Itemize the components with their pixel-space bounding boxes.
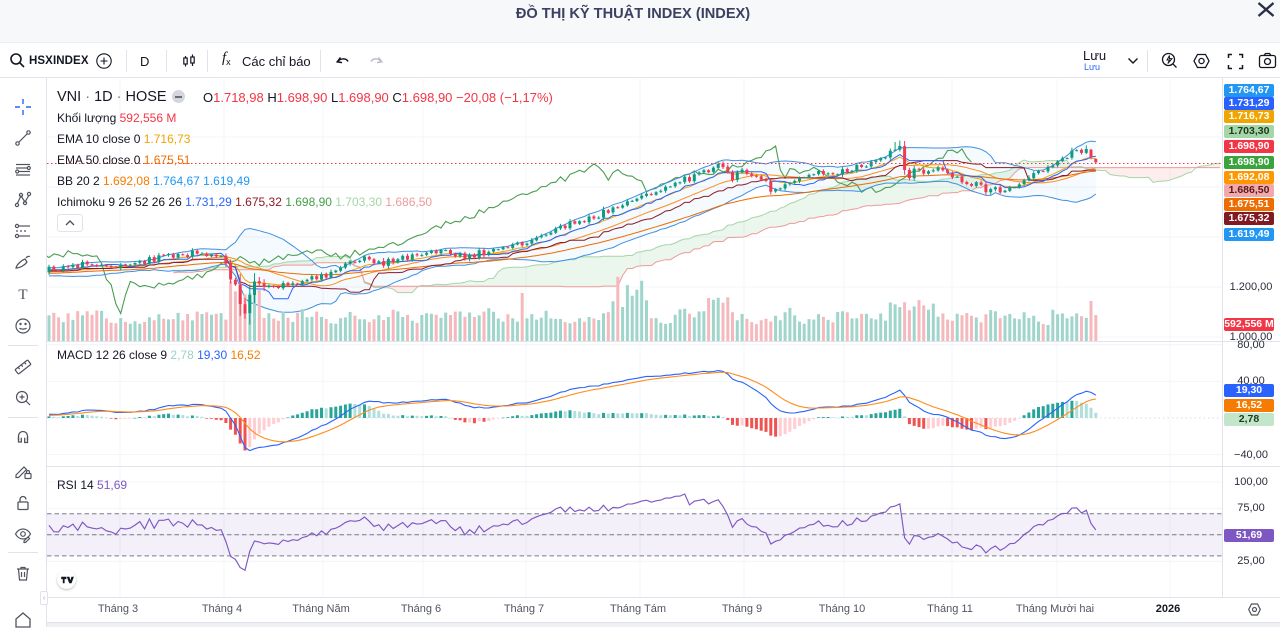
svg-text:T: T [18,287,27,303]
